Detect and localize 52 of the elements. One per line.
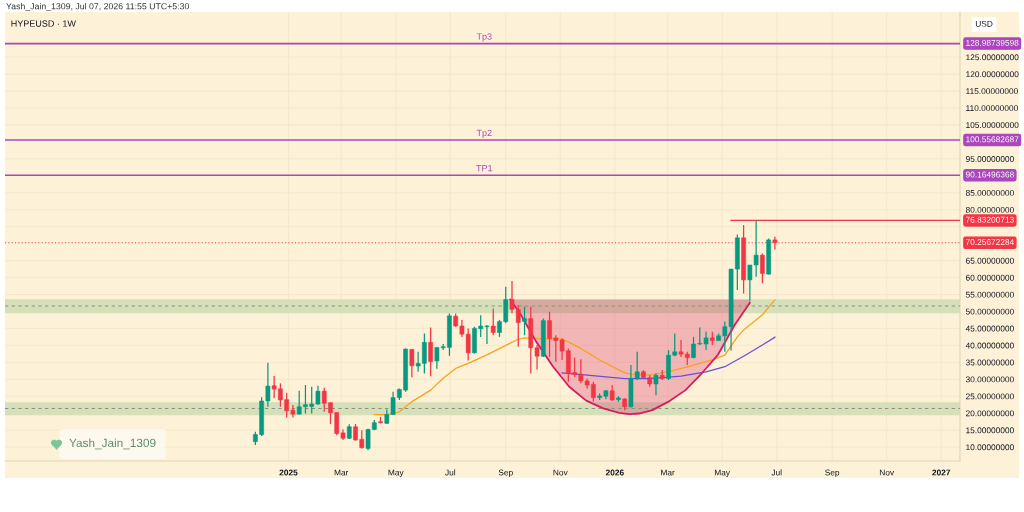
x-tick-label: May bbox=[714, 469, 730, 478]
y-tick-label: 20.00000000 bbox=[965, 410, 1014, 417]
y-tick-label: 15.00000000 bbox=[966, 427, 1014, 434]
x-tick-label: Jul bbox=[771, 469, 782, 476]
annotation: Tp3 bbox=[476, 33, 492, 42]
y-tick-label: 110.00000000 bbox=[966, 105, 1018, 112]
annotation: TP1 bbox=[476, 165, 493, 172]
y-tick-label: 55.00000000 bbox=[965, 291, 1014, 298]
annotation: Tp2 bbox=[476, 129, 492, 138]
y-tick-label: 35.00000000 bbox=[965, 359, 1014, 366]
y-tick-label: 80.00000000 bbox=[965, 206, 1014, 213]
ref-line-label: 90.16496368 bbox=[965, 171, 1014, 178]
y-tick-label: 65.00000000 bbox=[965, 257, 1014, 264]
y-tick-label: 40.00000000 bbox=[965, 342, 1014, 349]
candlestick bbox=[409, 348, 415, 378]
text: Yash_Jain_1309, Jul 07, 2026 11:55 UTC+5:30 bbox=[6, 2, 189, 11]
y-tick-label: 25.00000000 bbox=[965, 393, 1014, 400]
x-tick-label: 2027 bbox=[932, 469, 951, 476]
candlestick bbox=[522, 306, 527, 336]
y-tick-label: 125.00000000 bbox=[966, 54, 1019, 61]
candlestick bbox=[653, 372, 659, 396]
x-tick-label: Sep bbox=[498, 469, 513, 478]
data-label: 76.83200713 bbox=[965, 216, 1014, 223]
y-tick-label: 120.00000000 bbox=[966, 71, 1019, 78]
x-tick-label: Jul bbox=[445, 469, 456, 476]
candlestick bbox=[760, 252, 765, 284]
x-tick-label: Mar bbox=[334, 469, 349, 476]
ref-line-label: 70.25672284 bbox=[965, 239, 1014, 245]
x-tick-label: May bbox=[388, 469, 404, 478]
y-tick-label: 45.00000000 bbox=[965, 325, 1014, 332]
x-tick-label: Nov bbox=[553, 469, 568, 476]
x-tick-label: Nov bbox=[879, 469, 895, 476]
y-tick-label: 10.00000000 bbox=[966, 444, 1014, 451]
annotation: Yash_Jain_1309 bbox=[69, 438, 156, 450]
y-tick-label: 50.00000000 bbox=[965, 308, 1014, 315]
line-series bbox=[561, 336, 776, 380]
y-tick-label: 95.00000000 bbox=[965, 156, 1014, 162]
x-tick-label: Sep bbox=[825, 469, 840, 478]
x-tick-label: Mar bbox=[661, 469, 675, 476]
x-tick-label: 2025 bbox=[279, 469, 298, 476]
y-tick-label: 85.00000000 bbox=[965, 189, 1014, 196]
candlestick bbox=[428, 326, 433, 377]
ref-line-label: 128.98739598 bbox=[966, 39, 1019, 46]
x-tick-label: 2026 bbox=[605, 469, 624, 476]
y-tick-label: 60.00000000 bbox=[965, 274, 1014, 281]
ref-line-label: 100.55682687 bbox=[966, 136, 1019, 143]
candlestick bbox=[490, 307, 496, 336]
y-tick-label: 115.00000000 bbox=[966, 88, 1018, 95]
text: HYPEUSD · 1W bbox=[11, 20, 76, 27]
y-axis-title: USD bbox=[975, 20, 993, 27]
y-tick-label: 105.00000000 bbox=[966, 122, 1019, 129]
y-tick-label: 30.00000000 bbox=[965, 376, 1014, 383]
